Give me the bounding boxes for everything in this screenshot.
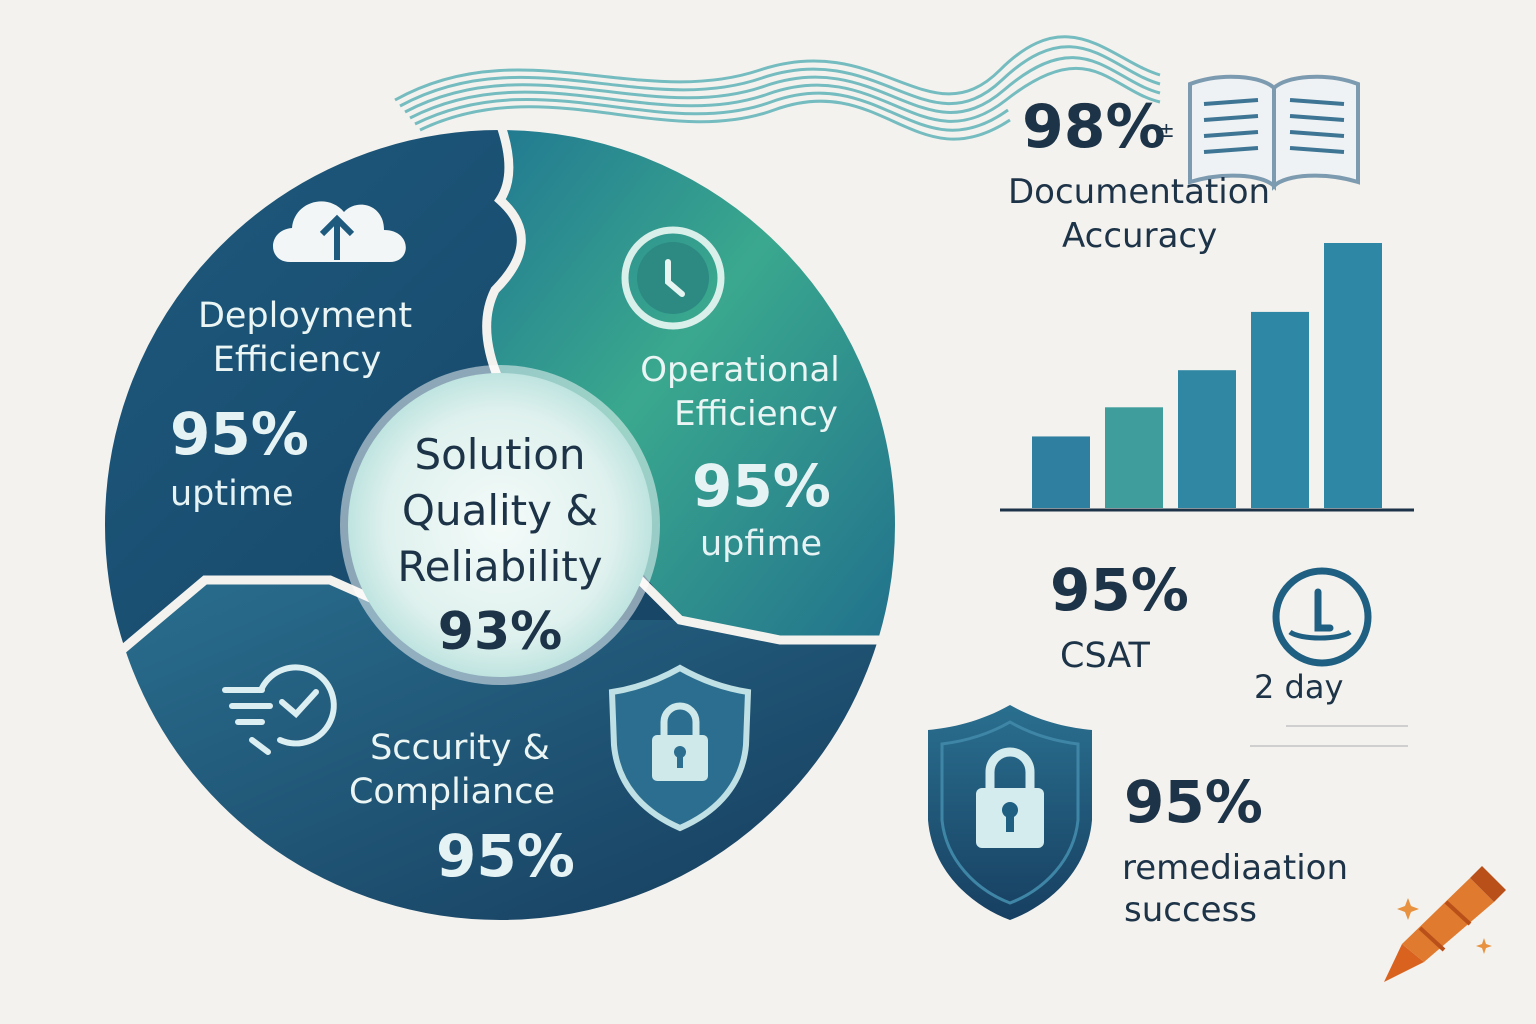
check-circle-icon: [222, 664, 337, 755]
security-value: 95%: [436, 822, 575, 890]
center-disc: [348, 373, 652, 677]
center-title-line3: Reliability: [397, 542, 603, 591]
center-title-line2: Quality &: [401, 486, 599, 535]
documentation-value: 98%: [1022, 92, 1166, 162]
bar-5: [1324, 243, 1382, 508]
center-value: 93%: [437, 602, 563, 662]
bar-4: [1251, 311, 1309, 508]
deployment-title-line1: Deployment: [197, 296, 413, 336]
operational-sub: upfime: [700, 524, 823, 564]
remediation-label-line2: success: [1124, 890, 1257, 930]
documentation-label-line1: Documentation: [1008, 172, 1271, 212]
bar-3: [1178, 370, 1236, 508]
csat-label: CSAT: [1060, 636, 1150, 676]
bar-2: [1105, 407, 1163, 508]
book-icon: [1188, 74, 1360, 191]
center-title-line1: Solution: [414, 430, 586, 479]
csat-value: 95%: [1050, 556, 1189, 624]
operational-title-line2: Efficiency: [674, 394, 838, 434]
remediation-value: 95%: [1124, 768, 1263, 836]
documentation-mark: ±: [1158, 118, 1175, 142]
security-title-line2: Compliance: [348, 772, 556, 812]
timer-icon: [1272, 567, 1372, 667]
crayon-icon: [1384, 866, 1506, 982]
operational-value: 95%: [692, 452, 831, 520]
timing-label: 2 day: [1254, 668, 1344, 706]
wave-ribbon: [394, 35, 1161, 141]
bar-chart: [1032, 243, 1382, 508]
deployment-value: 95%: [170, 400, 309, 468]
deployment-sub: uptime: [170, 474, 294, 514]
deployment-title-line2: Efficiency: [212, 340, 382, 380]
remediation-label-line1: remediaation: [1122, 848, 1349, 888]
cloud-upload-icon: [272, 201, 406, 262]
documentation-label-line2: Accuracy: [1062, 216, 1218, 256]
operational-title-line1: Operational: [640, 350, 840, 390]
shield-lock-icon: [608, 664, 752, 832]
security-title-line1: Sccurity &: [370, 728, 550, 768]
bar-1: [1032, 436, 1090, 508]
shield-lock-icon: [928, 705, 1092, 920]
clock-icon: [621, 226, 725, 330]
